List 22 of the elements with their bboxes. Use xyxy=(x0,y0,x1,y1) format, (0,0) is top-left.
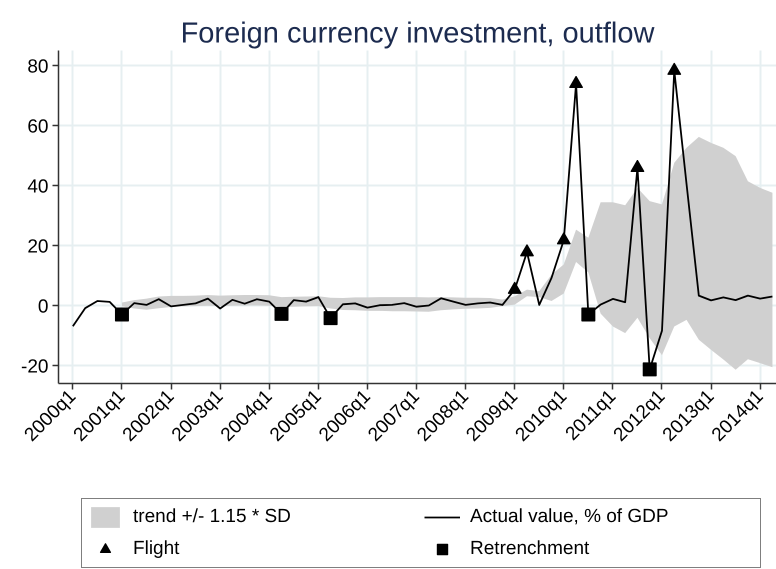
point xyxy=(581,308,596,322)
point xyxy=(508,282,522,294)
y-tick-label: 0 xyxy=(38,296,49,318)
point xyxy=(667,62,682,75)
chart-title: Foreign currency investment, outflow xyxy=(180,18,656,50)
point xyxy=(520,244,534,256)
point xyxy=(630,160,644,172)
legend-label: Retrenchment xyxy=(470,537,590,561)
y-tick-label: -20 xyxy=(21,356,49,378)
point xyxy=(569,76,584,88)
point xyxy=(114,308,129,322)
point xyxy=(642,362,657,376)
point xyxy=(274,306,289,321)
legend-label: Flight xyxy=(133,537,180,561)
legend-label: trend +/- 1.15 * SD xyxy=(133,505,292,529)
point xyxy=(556,232,571,244)
legend-label: Actual value, % of GDP xyxy=(470,505,670,529)
y-tick-label: 80 xyxy=(27,56,49,78)
y-tick-label: 40 xyxy=(27,176,49,198)
y-tick-label: 60 xyxy=(27,116,49,138)
point xyxy=(324,311,338,326)
y-tick-label: 20 xyxy=(27,236,49,258)
